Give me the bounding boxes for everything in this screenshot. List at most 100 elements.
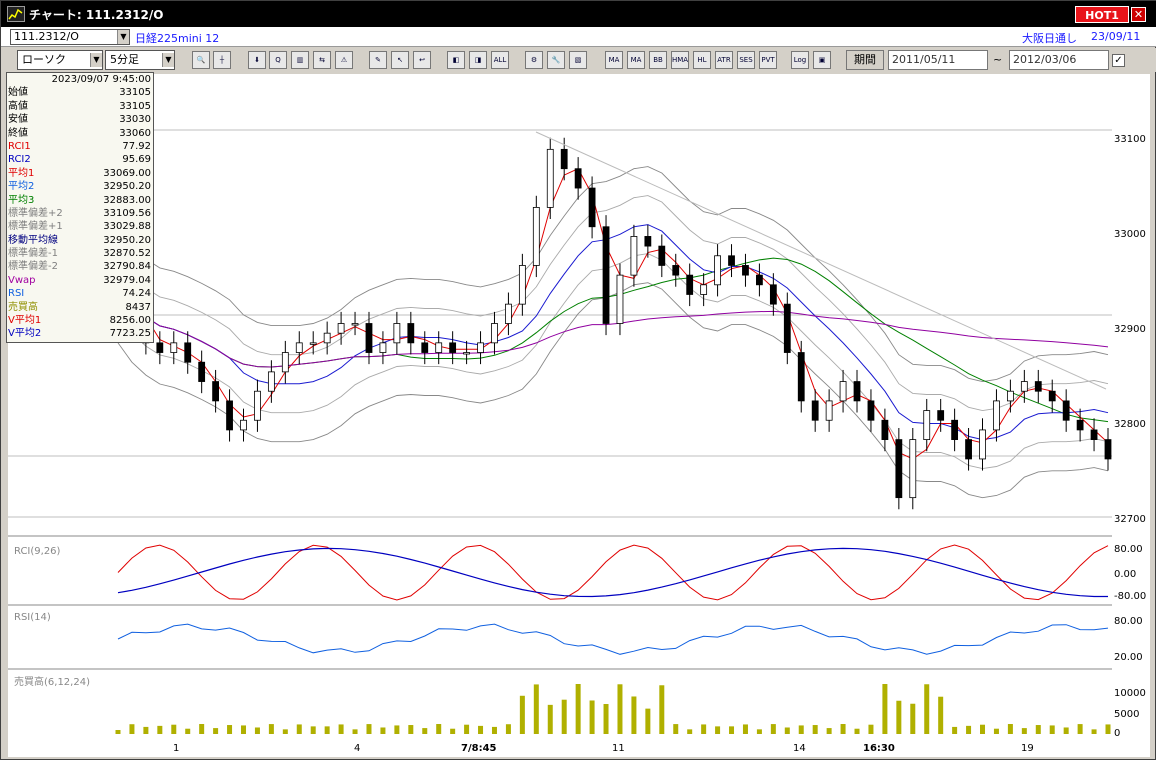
candle-body (867, 400, 875, 421)
info-row: 標準偏差+2 33109.56 (7, 207, 153, 220)
price-tick: 32700 (1114, 514, 1146, 525)
info-row: V平均2 7723.25 (7, 327, 153, 340)
volume-bar (840, 724, 846, 734)
info-row: 安値 33030 (7, 113, 153, 126)
candle-body (532, 206, 540, 266)
all-icon[interactable]: ALL (491, 51, 509, 69)
cursor-icon[interactable]: ↖ (391, 51, 409, 69)
hl-icon[interactable]: HL (693, 51, 711, 69)
info-row: 売買高 8437 (7, 301, 153, 314)
interval-select[interactable]: 5分足 ▼ (105, 50, 175, 70)
ma-list-icon[interactable]: MA (605, 51, 623, 69)
volume-bar (171, 724, 177, 734)
color-icon[interactable]: ▧ (569, 51, 587, 69)
chart-type-select[interactable]: ローソク ▼ (17, 50, 103, 70)
price-tick: 33100 (1114, 134, 1146, 145)
price-tick: 32900 (1114, 324, 1146, 335)
vwap-line (117, 284, 1109, 368)
rci-tick: -80.00 (1114, 591, 1146, 602)
band-line (117, 195, 1109, 412)
period-checkbox[interactable]: ✓ (1112, 54, 1125, 67)
candle-left-icon[interactable]: ◧ (447, 51, 465, 69)
candle-body (644, 236, 652, 247)
candle-body (198, 361, 206, 382)
ma-icon[interactable]: MA (627, 51, 645, 69)
candle-body (839, 381, 847, 402)
crosshair-icon[interactable]: ┼ (213, 51, 231, 69)
band-line (117, 253, 1109, 470)
atr-icon[interactable]: ATR (715, 51, 733, 69)
volume-bar (1021, 728, 1027, 734)
wrench-icon[interactable]: 🔧 (547, 51, 565, 69)
volume-bar (282, 729, 288, 734)
candle-body (714, 255, 721, 286)
date-to-input[interactable]: 2012/03/06 (1009, 50, 1109, 70)
volume-bar (519, 695, 525, 734)
settings-icon[interactable]: ⚙ (525, 51, 543, 69)
volume-bar (268, 724, 274, 734)
indicator-icon[interactable]: ▥ (291, 51, 309, 69)
candle-body (965, 439, 972, 460)
candle-body (742, 265, 749, 276)
candle-body (435, 342, 443, 353)
price-tick: 33000 (1114, 229, 1146, 240)
code-input[interactable]: 111.2312/O ▼ (10, 29, 130, 45)
time-tick: 4 (354, 743, 360, 754)
search-chart-icon[interactable]: Q (269, 51, 287, 69)
candle-body (1006, 390, 1014, 402)
candle-right-icon[interactable]: ◨ (469, 51, 487, 69)
rci1-line (117, 544, 1109, 601)
volume-bar (938, 696, 944, 734)
info-panel: 2023/09/07 9:45:00 始値 33105 高値 33105 安値 33030… (6, 72, 154, 343)
volume-bar (1077, 724, 1083, 734)
candle-body (1020, 381, 1028, 392)
info-row: RSI 74.24 (7, 287, 153, 300)
candle-body (1034, 381, 1042, 392)
info-value: 74.24 (122, 288, 151, 300)
undo-icon[interactable]: ↩ (413, 51, 431, 69)
candle-body (546, 148, 554, 208)
candle-body (295, 342, 303, 353)
warning-icon[interactable]: ⚠ (335, 51, 353, 69)
bb-icon[interactable]: BB (649, 51, 667, 69)
candle-body (421, 342, 429, 353)
candle-body (783, 303, 791, 353)
volume-bar (980, 724, 986, 734)
chart-area[interactable]: RCI(9,26) RSI(14) 売買高(6,12,24) (8, 74, 1112, 739)
volume-bar (185, 728, 191, 734)
volume-bar (213, 728, 219, 734)
zoom-icon[interactable]: 🔍 (192, 51, 210, 69)
hma-icon[interactable]: HMA (671, 51, 689, 69)
info-value: 33030 (119, 114, 151, 126)
candle-body (1048, 390, 1056, 402)
export-icon[interactable]: ▣ (813, 51, 831, 69)
candle-body (254, 390, 261, 421)
period-button[interactable]: 期間 (846, 50, 884, 70)
candle-body (267, 371, 275, 392)
volume-bar (227, 725, 233, 734)
volume-bar (798, 725, 804, 734)
date-from-input[interactable]: 2011/05/11 (888, 50, 988, 70)
close-button[interactable]: ✕ (1131, 7, 1146, 22)
volume-bar (366, 724, 372, 734)
ses-icon[interactable]: SES (737, 51, 755, 69)
chart-type-dropdown-icon[interactable]: ▼ (90, 53, 102, 67)
hot-button[interactable]: HOT1 (1075, 6, 1129, 23)
candle-body (407, 323, 415, 344)
info-label: RCI2 (8, 154, 31, 166)
pvt-icon[interactable]: PVT (759, 51, 777, 69)
volume-bar (631, 696, 637, 734)
interval-value: 5分足 (110, 53, 139, 66)
candle-body (560, 148, 568, 170)
download-icon[interactable]: ⬇ (248, 51, 266, 69)
volume-bar (729, 726, 735, 734)
volume-bar (561, 699, 567, 734)
arrows-icon[interactable]: ⇆ (313, 51, 331, 69)
interval-dropdown-icon[interactable]: ▼ (162, 53, 174, 67)
candle-body (630, 236, 638, 276)
log-icon[interactable]: Log (791, 51, 809, 69)
pen-icon[interactable]: ✎ (369, 51, 387, 69)
info-label: 始値 (8, 87, 28, 99)
code-dropdown-icon[interactable]: ▼ (117, 30, 129, 44)
info-label: 安値 (8, 114, 28, 126)
